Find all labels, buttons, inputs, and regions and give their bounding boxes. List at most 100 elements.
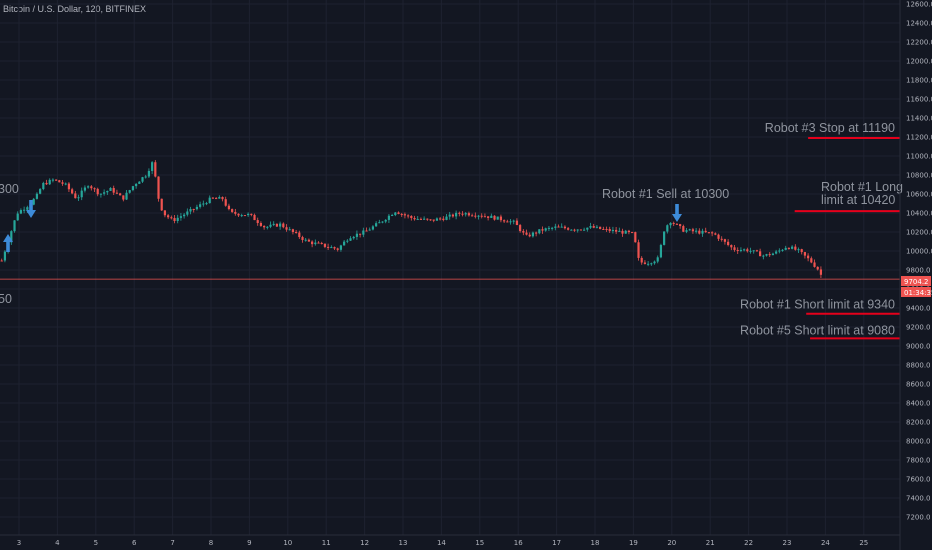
candle-body [10, 231, 13, 243]
candle-body [272, 223, 275, 225]
candle-body [743, 249, 746, 251]
candle-body [154, 162, 157, 177]
x-tick-label: 7 [170, 539, 174, 547]
candle-body [615, 229, 618, 232]
candle-body [275, 223, 279, 227]
candle-body [586, 227, 589, 230]
candle-body [576, 229, 579, 231]
x-tick-label: 22 [744, 539, 753, 547]
x-tick-label: 20 [667, 539, 676, 547]
candle-body [464, 213, 467, 215]
candle-body [26, 207, 29, 210]
x-tick-label: 21 [706, 539, 715, 547]
time-axis[interactable]: 3 4 5 6 7 8 9 10 11 12 13 14 15 16 17 18 19 20 21 22 23 24 25 [0, 534, 900, 547]
candle-body [599, 226, 602, 229]
candle-body [141, 177, 144, 182]
candle-body [202, 203, 205, 205]
candle-body [266, 226, 269, 228]
candle-body [122, 195, 125, 200]
candle-body [48, 179, 51, 185]
candle-body [439, 218, 442, 220]
candle-body [339, 245, 343, 250]
candle-body [131, 186, 135, 191]
x-tick-label: 3 [17, 539, 21, 547]
candle-body [442, 218, 445, 220]
candle-body [432, 219, 435, 221]
candle-body [496, 216, 499, 220]
x-tick-label: 10 [283, 539, 292, 547]
candle-body [679, 224, 682, 227]
candle-body [519, 225, 522, 232]
candle-body [515, 220, 519, 226]
candle-body [621, 230, 624, 234]
candle-body [234, 211, 237, 214]
candle-body [391, 215, 394, 217]
y-tick-label: 10800.0 [906, 172, 932, 180]
candle-body [787, 247, 791, 249]
price-axis[interactable]: 12600.0 12400.0 12200.0 12000.0 11800.0 11600… [899, 0, 932, 550]
candle-body [19, 210, 23, 214]
y-tick-label: 8000.0 [906, 438, 931, 446]
x-tick-label: 8 [209, 539, 213, 547]
candle-body [115, 192, 119, 194]
candle-body [0, 260, 3, 262]
candle-body [384, 219, 387, 222]
y-tick-label: 10400.0 [906, 210, 932, 218]
y-tick-label: 8600.0 [906, 381, 931, 389]
arrow-up-icon [3, 234, 13, 252]
candle-body [74, 193, 77, 199]
candle-body [819, 269, 823, 275]
candlestick-series [0, 160, 823, 279]
candle-body [304, 239, 307, 241]
candle-body [39, 189, 42, 194]
candle-body [803, 252, 807, 256]
candle-body [23, 209, 26, 211]
candle-body [288, 229, 291, 231]
bar-countdown: 01:34:35 [904, 289, 932, 297]
candle-body [477, 215, 480, 217]
x-tick-label: 24 [821, 539, 830, 547]
candle-body [16, 213, 19, 221]
candle-body [295, 231, 298, 233]
candle-body [144, 176, 147, 178]
candle-body [637, 242, 640, 258]
candle-body [183, 214, 186, 217]
candle-body [208, 197, 211, 204]
candle-body [93, 188, 96, 190]
candle-body [355, 233, 359, 237]
x-tick-label: 6 [132, 539, 137, 547]
candle-body [269, 224, 272, 227]
candle-body [480, 215, 483, 217]
candle-body [800, 249, 803, 253]
y-tick-label: 11000.0 [906, 153, 932, 161]
candle-body [195, 206, 199, 210]
arrow-down-icon [26, 200, 36, 218]
candle-body [186, 211, 189, 215]
candle-body [109, 188, 112, 191]
candle-body [544, 228, 547, 231]
candle-body [279, 223, 282, 227]
candle-body [282, 223, 285, 228]
candle-body [346, 240, 349, 242]
annotation-layer: Robot #3 Stop at 11190 Robot #1 Long lim… [0, 121, 903, 340]
candle-body [499, 216, 503, 221]
candle-body [813, 262, 816, 267]
x-tick-label: 23 [783, 539, 792, 547]
candle-body [67, 183, 71, 190]
candle-body [167, 215, 170, 218]
y-tick-label: 11400.0 [906, 115, 932, 123]
candle-body [403, 214, 407, 216]
candle-body [199, 204, 202, 207]
candle-body [605, 228, 608, 230]
y-tick-label: 12000.0 [906, 58, 932, 66]
candle-body [714, 233, 717, 235]
candle-body [419, 218, 423, 220]
candle-body [589, 226, 592, 228]
candle-body [205, 203, 208, 205]
candle-body [688, 229, 691, 231]
candle-body [451, 214, 455, 217]
x-tick-label: 13 [399, 539, 408, 547]
candle-body [512, 220, 515, 222]
candle-body [55, 179, 58, 181]
